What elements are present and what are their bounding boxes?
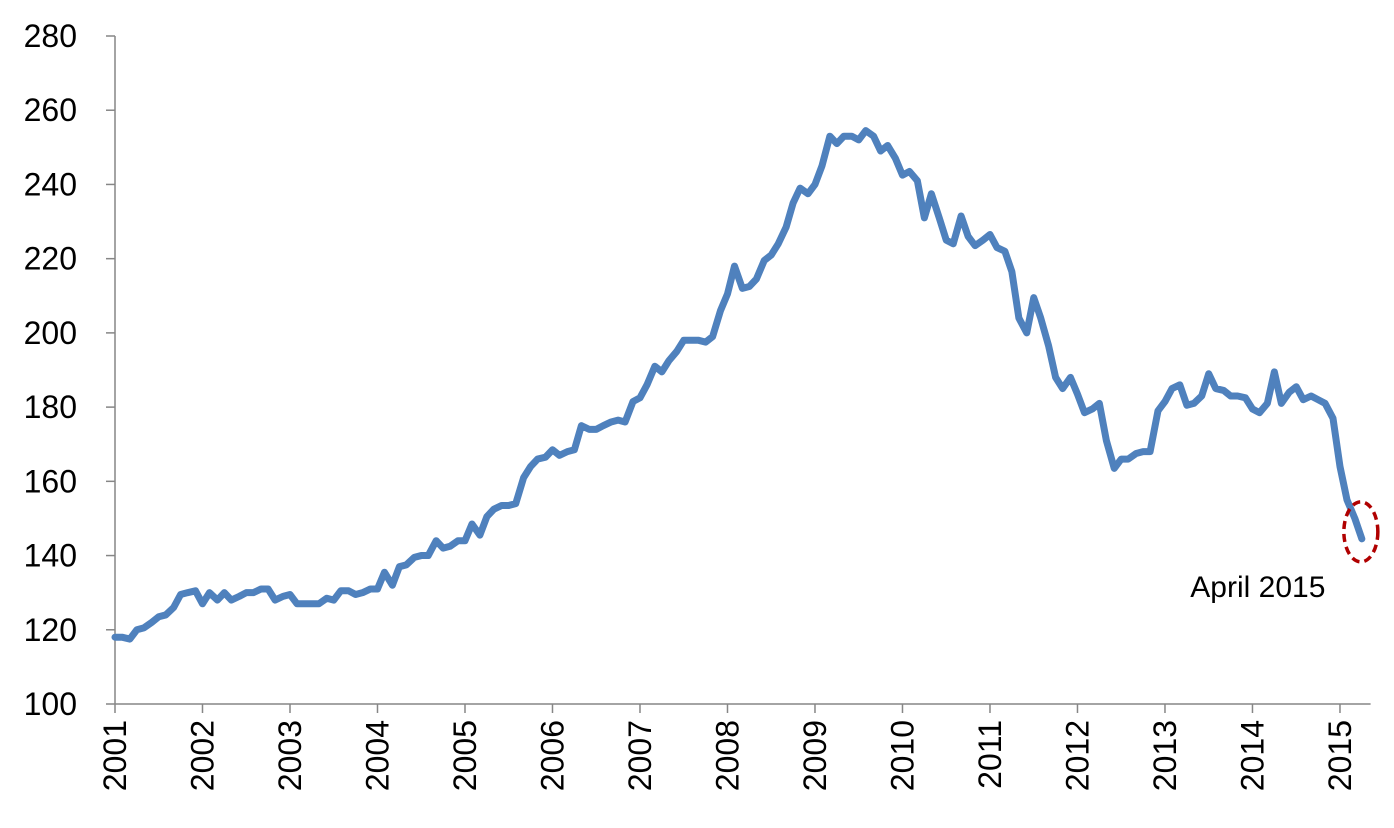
x-tick-label: 2002 [184, 720, 220, 791]
x-tick-label: 2004 [359, 720, 395, 791]
annotation: April 2015 [1190, 571, 1325, 604]
y-tick-label: 260 [24, 92, 77, 128]
x-tick-label: 2013 [1147, 720, 1183, 791]
y-tick-label: 220 [24, 241, 77, 277]
x-tick-label: 2010 [884, 720, 920, 791]
y-tick-label: 180 [24, 389, 77, 425]
x-tick-label: 2014 [1234, 720, 1270, 791]
annotation-ellipse [1342, 500, 1380, 564]
x-tick-label: 2009 [797, 720, 833, 791]
x-tick-label: 2001 [97, 720, 133, 791]
x-tick-label: 2005 [447, 720, 483, 791]
y-tick-label: 100 [24, 686, 77, 722]
y-tick-label: 120 [24, 612, 77, 648]
x-tick-label: 2006 [534, 720, 570, 791]
x-tick-label: 2012 [1059, 720, 1095, 791]
y-tick-label: 200 [24, 315, 77, 351]
y-tick-label: 140 [24, 538, 77, 574]
x-tick-label: 2007 [622, 720, 658, 791]
data-line [111, 127, 1366, 643]
x-tick-label: 2003 [272, 720, 308, 791]
y-tick-label: 240 [24, 166, 77, 202]
y-tick-label: 160 [24, 463, 77, 499]
x-tick-label: 2015 [1322, 720, 1358, 791]
y-tick-label: 280 [24, 18, 77, 54]
x-tick-label: 2008 [709, 720, 745, 791]
x-tick-label: 2011 [972, 720, 1008, 789]
